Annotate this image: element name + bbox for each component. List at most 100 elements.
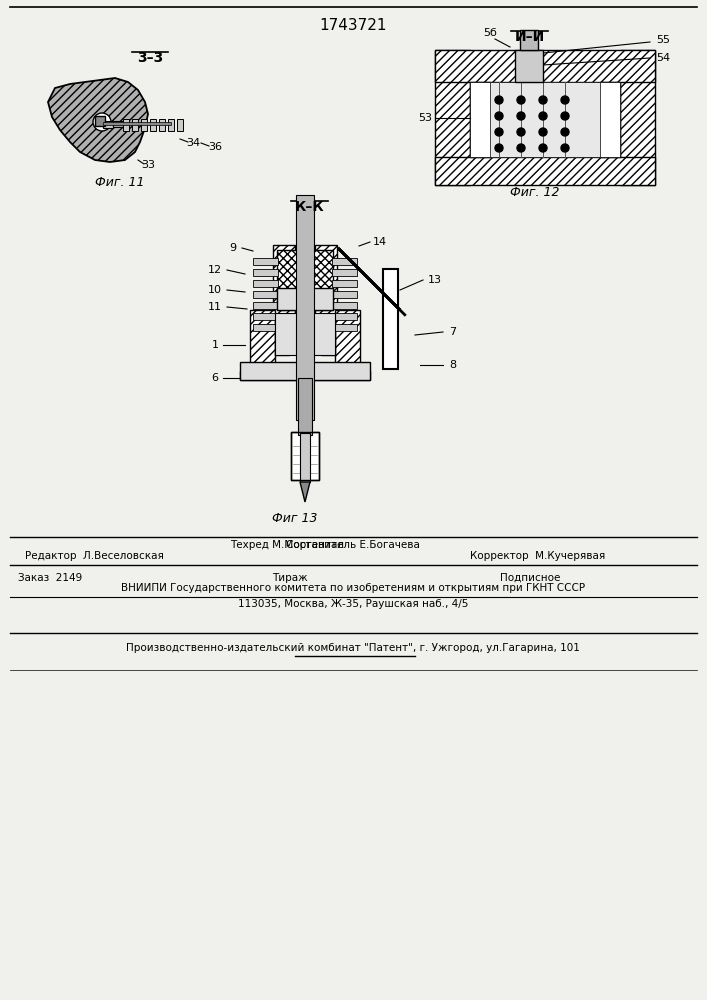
Circle shape [495, 96, 503, 104]
Text: 5б: 5б [483, 28, 497, 38]
Text: 34: 34 [186, 138, 200, 148]
Text: Редактор  Л.Веселовская: Редактор Л.Веселовская [25, 551, 164, 561]
Text: 55: 55 [656, 35, 670, 45]
Circle shape [517, 128, 525, 136]
Circle shape [495, 128, 503, 136]
Circle shape [495, 112, 503, 120]
Bar [150, 119, 156, 131]
Bar [321, 320, 335, 355]
Text: Корректор  М.Кучерявая: Корректор М.Кучерявая [470, 551, 605, 561]
Bar [159, 119, 165, 131]
Text: 9: 9 [230, 243, 237, 253]
Bar [435, 50, 655, 82]
Bar [600, 82, 620, 157]
Circle shape [517, 144, 525, 152]
Text: 1: 1 [211, 340, 218, 350]
Bar [275, 320, 289, 355]
Bar [250, 310, 275, 365]
Bar [168, 119, 174, 131]
Bar [332, 313, 357, 320]
Text: 54: 54 [656, 53, 670, 63]
Bar [296, 195, 314, 420]
Text: 10: 10 [208, 285, 222, 295]
Bar [253, 302, 278, 309]
Bar [435, 50, 470, 185]
Text: Фиг. 11: Фиг. 11 [95, 176, 145, 188]
Bar [132, 119, 138, 131]
Bar [332, 269, 357, 276]
Circle shape [561, 96, 569, 104]
Bar [315, 245, 337, 340]
Bar [313, 250, 333, 290]
Text: Техред М.Моргентал: Техред М.Моргентал [230, 540, 344, 550]
Polygon shape [48, 78, 148, 162]
Circle shape [539, 112, 547, 120]
Bar [253, 324, 278, 331]
Bar [273, 245, 295, 340]
Text: 1743721: 1743721 [320, 17, 387, 32]
Bar [253, 280, 278, 287]
Bar [291, 432, 319, 480]
Text: Подписное: Подписное [500, 573, 561, 583]
Text: 14: 14 [373, 237, 387, 247]
Bar [298, 378, 312, 435]
Text: И–И: И–И [515, 30, 545, 44]
Bar [103, 122, 171, 125]
Bar [95, 116, 105, 126]
Bar [253, 313, 278, 320]
Bar [123, 119, 129, 131]
Bar [435, 157, 655, 185]
Text: Заказ  2149: Заказ 2149 [18, 573, 82, 583]
Text: Фиг 13: Фиг 13 [272, 512, 317, 524]
Bar [277, 298, 333, 310]
Bar [300, 433, 310, 482]
Bar [383, 269, 398, 369]
Bar [301, 200, 309, 248]
Circle shape [517, 96, 525, 104]
Text: 12: 12 [208, 265, 222, 275]
Bar [103, 121, 113, 128]
Bar [520, 30, 538, 50]
Text: Тираж: Тираж [272, 573, 308, 583]
Text: 7: 7 [450, 327, 457, 337]
Text: Производственно-издательский комбинат "Патент", г. Ужгород, ул.Гагарина, 101: Производственно-издательский комбинат "П… [126, 643, 580, 653]
Bar [515, 50, 543, 82]
Bar [332, 302, 357, 309]
Circle shape [93, 113, 111, 131]
Bar [253, 291, 278, 298]
Text: 6: 6 [211, 373, 218, 383]
Text: 8: 8 [450, 360, 457, 370]
Bar [277, 288, 333, 310]
Text: 36: 36 [208, 142, 222, 152]
Bar [332, 324, 357, 331]
Circle shape [495, 144, 503, 152]
Bar [335, 310, 360, 365]
Circle shape [539, 128, 547, 136]
Bar [470, 82, 620, 157]
Text: 3–3: 3–3 [137, 51, 163, 65]
Bar [177, 119, 183, 131]
Circle shape [539, 96, 547, 104]
Bar [332, 291, 357, 298]
Bar [332, 258, 357, 265]
Bar [113, 121, 123, 127]
Bar [332, 280, 357, 287]
Bar [470, 82, 490, 157]
Text: 11: 11 [208, 302, 222, 312]
Text: 13: 13 [428, 275, 442, 285]
Bar [275, 313, 335, 355]
Circle shape [539, 144, 547, 152]
Text: К–К: К–К [295, 200, 325, 214]
Text: Фиг. 12: Фиг. 12 [510, 186, 560, 198]
Bar [620, 50, 655, 185]
Text: ВНИИПИ Государственного комитета по изобретениям и открытиям при ГКНТ СССР: ВНИИПИ Государственного комитета по изоб… [121, 583, 585, 593]
Circle shape [561, 112, 569, 120]
Circle shape [561, 128, 569, 136]
Text: 33: 33 [141, 160, 155, 170]
Polygon shape [300, 482, 310, 502]
Bar [277, 250, 297, 290]
Bar [291, 432, 319, 480]
Bar [240, 362, 370, 380]
Bar [141, 119, 147, 131]
Bar [253, 269, 278, 276]
